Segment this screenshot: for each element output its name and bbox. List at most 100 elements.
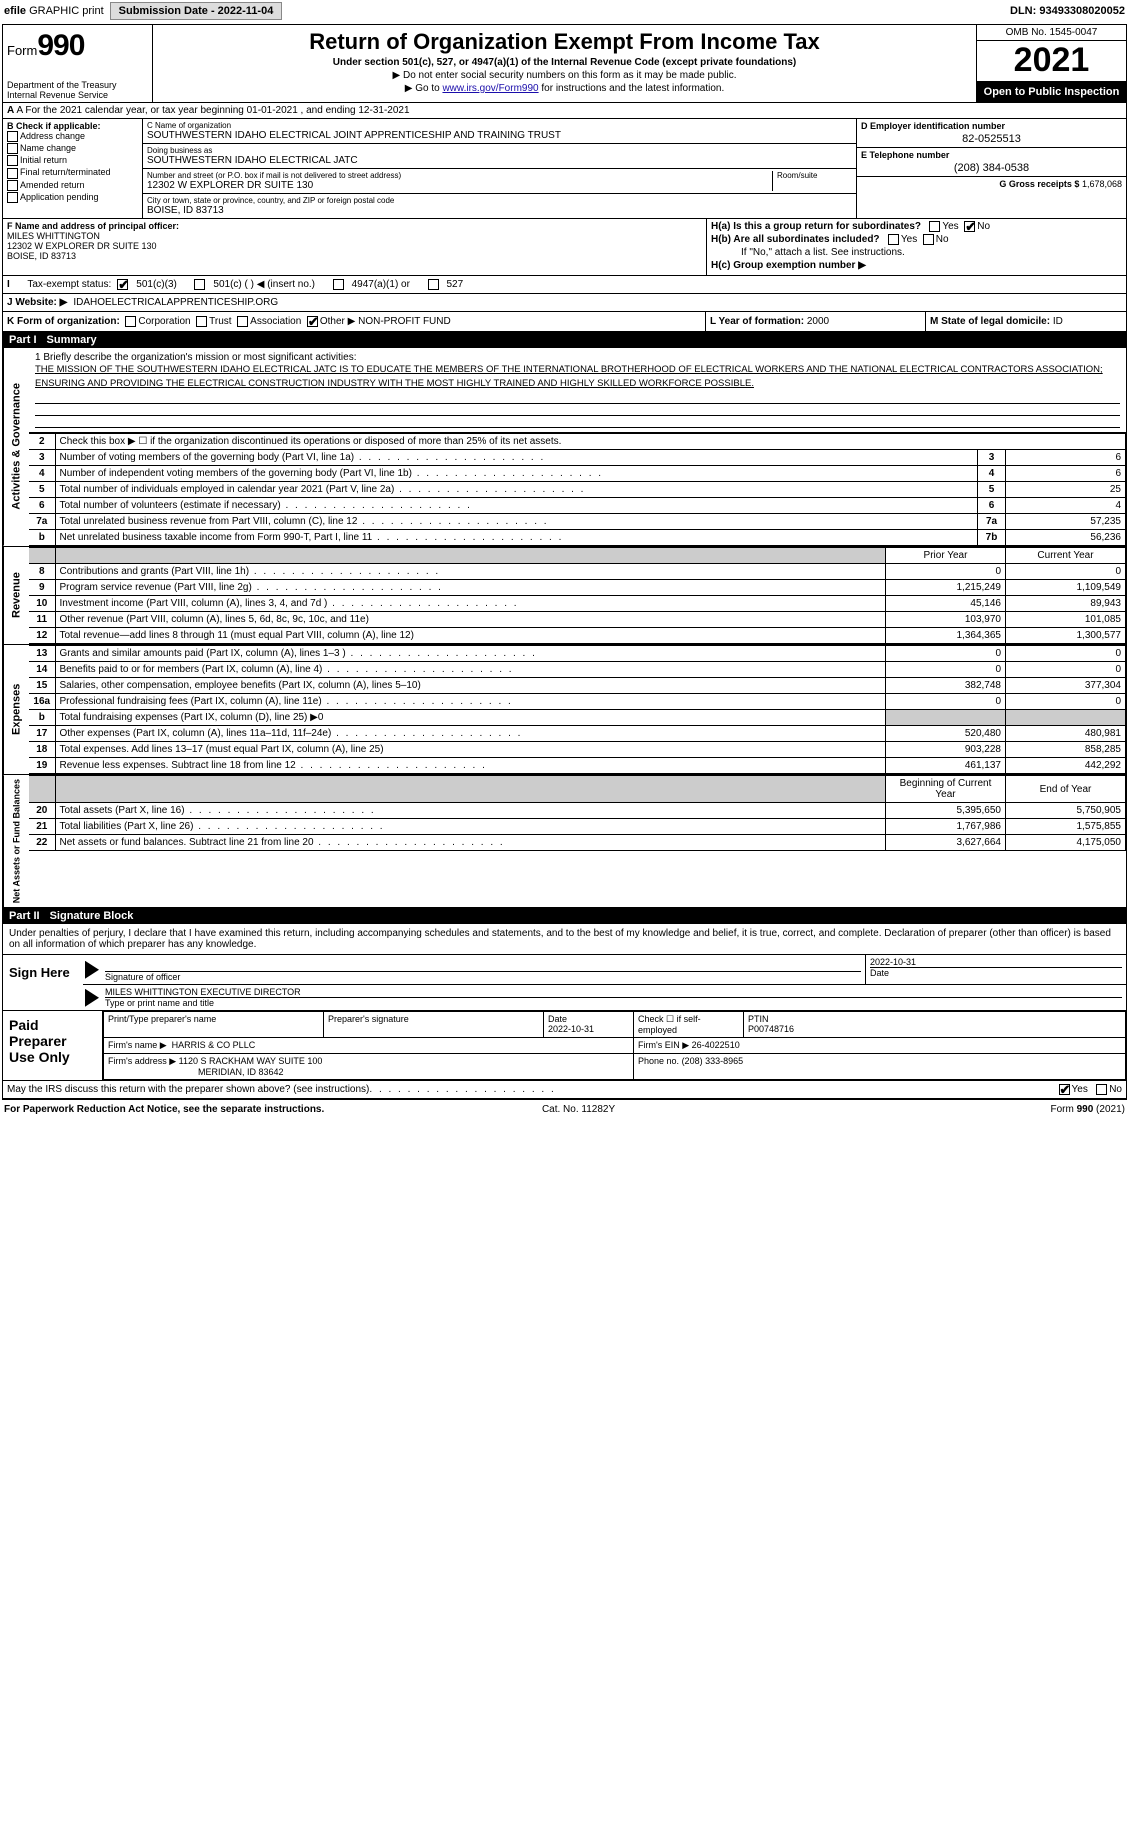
tax-exempt-label: Tax-exempt status: — [27, 279, 111, 290]
part-1-governance: Activities & Governance 1 Briefly descri… — [3, 348, 1126, 547]
table-row: 16aProfessional fundraising fees (Part I… — [29, 694, 1126, 710]
column-b-checkboxes: B Check if applicable: Address change Na… — [3, 119, 143, 218]
preparer-name-cell: Print/Type preparer's name — [104, 1012, 324, 1038]
header-right: OMB No. 1545-0047 2021 Open to Public In… — [976, 25, 1126, 102]
cat-number: Cat. No. 11282Y — [542, 1104, 615, 1115]
hb-yes-checkbox[interactable] — [888, 234, 899, 245]
table-row: 4Number of independent voting members of… — [29, 466, 1126, 482]
efile-label: efile GRAPHIC print — [4, 5, 104, 17]
table-row: 6Total number of volunteers (estimate if… — [29, 498, 1126, 514]
cb-trust[interactable] — [196, 316, 207, 327]
cb-other[interactable] — [307, 316, 318, 327]
cb-501c3[interactable] — [117, 279, 128, 290]
column-d-ein: D Employer identification number 82-0525… — [856, 119, 1126, 218]
governance-table: 2Check this box ▶ ☐ if the organization … — [29, 433, 1126, 546]
preparer-sig-cell[interactable]: Preparer's signature — [324, 1012, 544, 1038]
table-row: bNet unrelated business taxable income f… — [29, 530, 1126, 546]
efile-topbar: efile GRAPHIC print Submission Date - 20… — [0, 0, 1129, 22]
preparer-table: Print/Type preparer's name Preparer's si… — [103, 1011, 1126, 1080]
h-b-note: If "No," attach a list. See instructions… — [711, 247, 1122, 258]
irs-link[interactable]: www.irs.gov/Form990 — [442, 83, 538, 94]
firm-address-cell: Firm's address ▶ 1120 S RACKHAM WAY SUIT… — [104, 1054, 634, 1080]
form-subtitle: Under section 501(c), 527, or 4947(a)(1)… — [159, 57, 970, 68]
hb-no-checkbox[interactable] — [923, 234, 934, 245]
cb-amended[interactable]: Amended return — [7, 180, 138, 191]
tax-year: 2021 — [977, 41, 1126, 82]
table-row: 12Total revenue—add lines 8 through 11 (… — [29, 628, 1126, 644]
cb-address-change[interactable]: Address change — [7, 131, 138, 142]
side-label-expenses: Expenses — [3, 645, 29, 774]
table-row: 14Benefits paid to or for members (Part … — [29, 662, 1126, 678]
arrow-icon — [85, 989, 99, 1007]
table-header-row: Beginning of Current YearEnd of Year — [29, 776, 1126, 803]
cb-final-return[interactable]: Final return/terminated — [7, 167, 138, 178]
omb-number: OMB No. 1545-0047 — [977, 25, 1126, 41]
website-label: J Website: ▶ — [7, 297, 67, 308]
page-footer: For Paperwork Reduction Act Notice, see … — [0, 1102, 1129, 1117]
sign-here-label: Sign Here — [3, 955, 83, 1010]
table-row: 15Salaries, other compensation, employee… — [29, 678, 1126, 694]
section-bcd: B Check if applicable: Address change Na… — [3, 119, 1126, 219]
ha-no-checkbox[interactable] — [964, 221, 975, 232]
mission-label: 1 Briefly describe the organization's mi… — [35, 352, 1120, 363]
signature-row: Signature of officer 2022-10-31 Date — [83, 955, 1126, 985]
ssn-note: ▶ Do not enter social security numbers o… — [159, 70, 970, 81]
mission-block: 1 Briefly describe the organization's mi… — [29, 348, 1126, 433]
row-klm: K Form of organization: Corporation Trus… — [3, 312, 1126, 332]
section-fh: F Name and address of principal officer:… — [3, 219, 1126, 276]
cb-assoc[interactable] — [237, 316, 248, 327]
dln-label: DLN: 93493308020052 — [1010, 5, 1125, 17]
side-label-net: Net Assets or Fund Balances — [3, 775, 29, 907]
address-cell: Number and street (or P.O. box if mail i… — [143, 169, 856, 194]
table-row: 9Program service revenue (Part VIII, lin… — [29, 580, 1126, 596]
table-row: 11Other revenue (Part VIII, column (A), … — [29, 612, 1126, 628]
website-note: ▶ Go to www.irs.gov/Form990 for instruct… — [159, 83, 970, 94]
table-row: Print/Type preparer's name Preparer's si… — [104, 1012, 1126, 1038]
table-row: 21Total liabilities (Part X, line 26)1,7… — [29, 819, 1126, 835]
firm-name-cell: Firm's name ▶ HARRIS & CO PLLC — [104, 1038, 634, 1054]
officer-signature[interactable]: Signature of officer — [101, 955, 866, 984]
cb-501c[interactable] — [194, 279, 205, 290]
table-row: Firm's address ▶ 1120 S RACKHAM WAY SUIT… — [104, 1054, 1126, 1080]
cb-4947[interactable] — [333, 279, 344, 290]
table-row: 3Number of voting members of the governi… — [29, 450, 1126, 466]
discuss-label: May the IRS discuss this return with the… — [7, 1084, 369, 1095]
group-return-section: H(a) Is this a group return for subordin… — [706, 219, 1126, 275]
form-title: Return of Organization Exempt From Incom… — [159, 29, 970, 55]
table-row: Firm's name ▶ HARRIS & CO PLLC Firm's EI… — [104, 1038, 1126, 1054]
table-row: 20Total assets (Part X, line 16)5,395,65… — [29, 803, 1126, 819]
discuss-yes-checkbox[interactable] — [1059, 1084, 1070, 1095]
cb-app-pending[interactable]: Application pending — [7, 192, 138, 203]
table-row: 18Total expenses. Add lines 13–17 (must … — [29, 742, 1126, 758]
net-assets-table: Beginning of Current YearEnd of Year 20T… — [29, 775, 1126, 851]
dba-cell: Doing business as SOUTHWESTERN IDAHO ELE… — [143, 144, 856, 169]
dept-treasury: Department of the Treasury Internal Reve… — [7, 80, 117, 100]
self-employed-cell[interactable]: Check ☐ if self-employed — [634, 1012, 744, 1038]
part-1-header: Part I Summary — [3, 332, 1126, 348]
cb-name-change[interactable]: Name change — [7, 143, 138, 154]
cb-initial-return[interactable]: Initial return — [7, 155, 138, 166]
table-row: 19Revenue less expenses. Subtract line 1… — [29, 758, 1126, 774]
website-row: J Website: ▶ IDAHOELECTRICALAPPRENTICESH… — [3, 294, 1126, 312]
submission-date-button[interactable]: Submission Date - 2022-11-04 — [110, 2, 283, 20]
discuss-no-checkbox[interactable] — [1096, 1084, 1107, 1095]
form-year-footer: Form 990 (2021) — [1050, 1104, 1124, 1115]
table-row: bTotal fundraising expenses (Part IX, co… — [29, 710, 1126, 726]
ein-cell: D Employer identification number 82-0525… — [857, 119, 1126, 148]
h-c-line: H(c) Group exemption number ▶ — [711, 260, 1122, 271]
column-c-org-info: C Name of organization SOUTHWESTERN IDAH… — [143, 119, 856, 218]
col-b-label: B Check if applicable: — [7, 121, 101, 131]
ha-yes-checkbox[interactable] — [929, 221, 940, 232]
part-2-header: Part II Signature Block — [3, 908, 1126, 924]
cb-corp[interactable] — [125, 316, 136, 327]
mission-text: THE MISSION OF THE SOUTHWESTERN IDAHO EL… — [35, 363, 1120, 390]
perjury-note: Under penalties of perjury, I declare th… — [3, 924, 1126, 955]
preparer-date-cell: Date2022-10-31 — [544, 1012, 634, 1038]
form-of-org: K Form of organization: Corporation Trus… — [3, 312, 706, 331]
table-row: 8Contributions and grants (Part VIII, li… — [29, 564, 1126, 580]
h-b-line: H(b) Are all subordinates included? Yes … — [711, 234, 1122, 245]
cb-527[interactable] — [428, 279, 439, 290]
table-row: 7aTotal unrelated business revenue from … — [29, 514, 1126, 530]
table-row: 17Other expenses (Part IX, column (A), l… — [29, 726, 1126, 742]
name-title-row: MILES WHITTINGTON EXECUTIVE DIRECTOR Typ… — [83, 985, 1126, 1010]
